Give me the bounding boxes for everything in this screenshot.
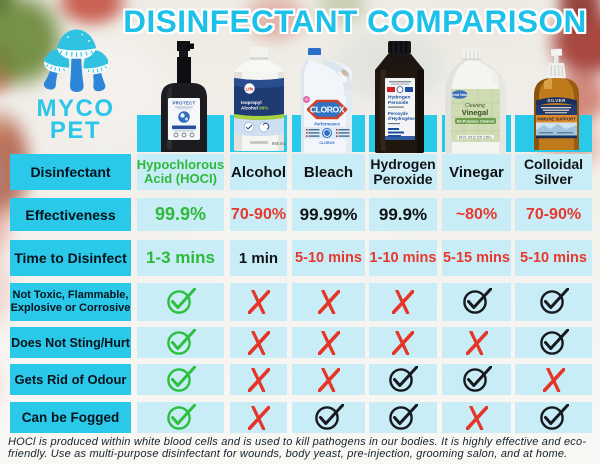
svg-text:Alcohol 99%: Alcohol 99%	[241, 106, 268, 111]
svg-text:SILVER: SILVER	[547, 98, 566, 103]
svg-text:Great Value: Great Value	[451, 93, 469, 97]
svg-text:PROTECT: PROTECT	[172, 101, 195, 106]
svg-text:Peroxide: Peroxide	[388, 100, 409, 106]
svg-text:Cleaning: Cleaning	[465, 103, 485, 109]
svg-text:Hydrogen: Hydrogen	[388, 95, 410, 101]
svg-text:CLOROX: CLOROX	[310, 105, 345, 115]
svg-text:945 mL: 945 mL	[272, 141, 286, 146]
svg-text:64 FL OZ (2 QT) 1.89 L: 64 FL OZ (2 QT) 1.89 L	[459, 135, 492, 139]
svg-text:Vinegal: Vinegal	[462, 108, 489, 117]
svg-text:Life: Life	[246, 87, 254, 92]
svg-text:Peroxyde: Peroxyde	[388, 111, 408, 116]
svg-text:d'Hydrogène: d'Hydrogène	[388, 116, 415, 121]
svg-text:Performance: Performance	[314, 122, 340, 127]
svg-text:Isopropyl: Isopropyl	[241, 100, 262, 105]
svg-text:CLOROX: CLOROX	[319, 141, 335, 145]
svg-text:All Purpose Cleaner: All Purpose Cleaner	[456, 119, 494, 124]
svg-text:IMMUNE SUPPORT: IMMUNE SUPPORT	[537, 117, 576, 122]
